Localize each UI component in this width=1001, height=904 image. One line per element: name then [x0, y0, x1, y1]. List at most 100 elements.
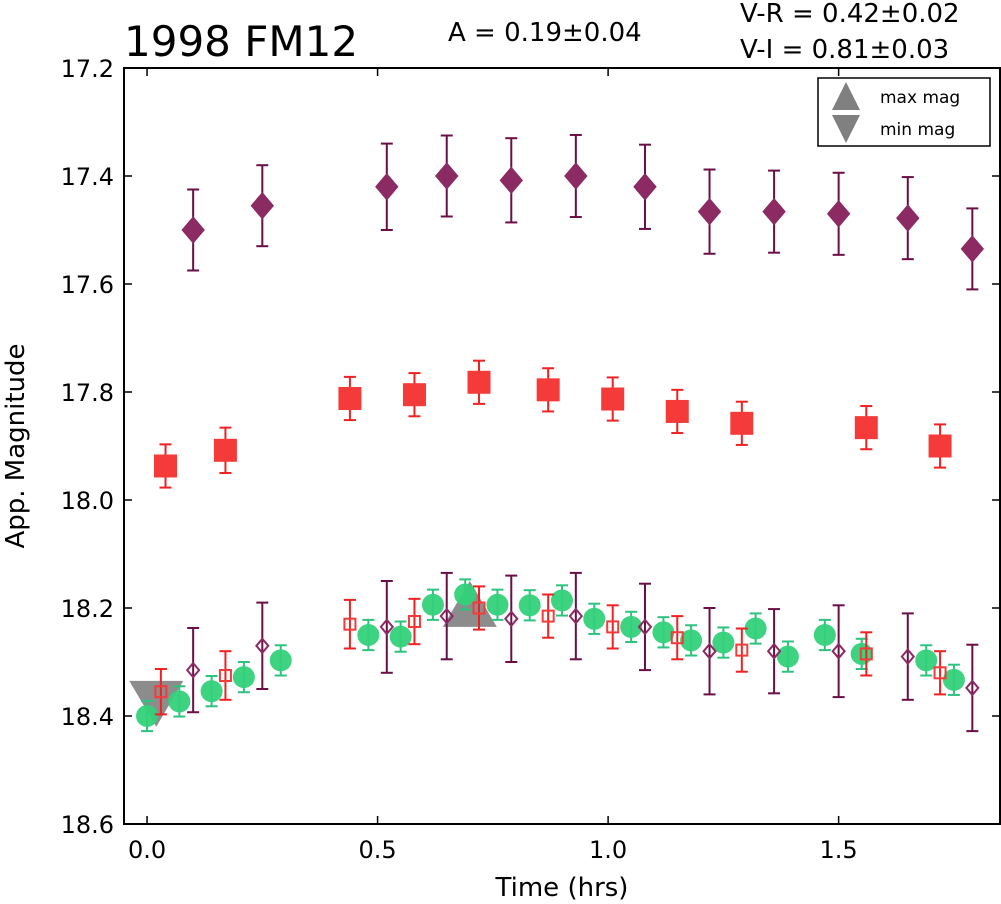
legend-max-mag-marker: [832, 82, 860, 110]
x-tick-label: 1.0: [589, 836, 627, 864]
y-tick-label: 17.4: [61, 163, 114, 191]
y-axis-label: App. Magnitude: [1, 343, 31, 548]
y-tick-label: 18.0: [61, 487, 114, 515]
filled-square-point: [213, 438, 237, 462]
open-diamond-point: [255, 637, 270, 655]
open-diamond-point: [702, 642, 717, 660]
series-0: [181, 133, 985, 291]
circle-point: [652, 621, 675, 644]
x-tick-label: 0.0: [128, 836, 166, 864]
y-tick-label: 17.6: [61, 271, 114, 299]
open-diamond-point: [831, 642, 846, 660]
filled-square-point: [601, 387, 625, 411]
open-diamond-point: [379, 618, 395, 636]
circle-point: [620, 615, 643, 638]
circle-point: [813, 624, 836, 646]
v-r-color-label: V-R = 0.42±0.02: [740, 0, 960, 29]
circle-point: [744, 617, 767, 640]
circle-point: [454, 583, 477, 606]
filled-square-point: [467, 370, 491, 394]
filled-square-point: [536, 378, 560, 402]
circle-point: [942, 668, 965, 691]
filled-diamond-point: [826, 200, 851, 228]
filled-diamond-point: [435, 162, 459, 190]
open-diamond-point: [439, 607, 454, 625]
circle-point: [269, 649, 292, 672]
legend: max mag min mag: [817, 77, 991, 147]
chart-title: 1998 FM12: [124, 17, 358, 66]
circle-point: [915, 649, 938, 672]
open-diamond-point: [766, 642, 782, 660]
series-3: [154, 585, 947, 716]
circle-point: [518, 594, 541, 617]
open-square-point: [670, 631, 684, 645]
filled-diamond-point: [697, 197, 722, 226]
open-diamond-point: [568, 607, 584, 625]
open-square-point: [606, 620, 620, 634]
circle-point: [776, 645, 799, 668]
series-4: [185, 571, 980, 733]
circle-point: [136, 705, 159, 727]
filled-square-point: [928, 434, 952, 458]
y-tick-label: 18.6: [61, 811, 114, 839]
open-square-point: [154, 685, 168, 699]
min-mag-marker: [129, 680, 184, 727]
circle-point: [168, 690, 191, 713]
filled-diamond-point: [375, 173, 399, 201]
x-axis-label: Time (hrs): [495, 873, 629, 903]
open-square-point: [541, 609, 555, 623]
circle-point: [486, 593, 509, 616]
filled-diamond-point: [181, 216, 205, 244]
open-square-point: [933, 666, 947, 680]
circle-point: [712, 631, 735, 654]
circle-point: [232, 666, 255, 689]
filled-square-point: [153, 454, 177, 478]
axis-ticks: 0.0 0.5 1.0 1.5 17.2 17.4 17.6 17.8 18.0 18.2 18.4…: [61, 55, 1000, 864]
series-1: [153, 359, 952, 489]
open-square-point: [735, 643, 749, 657]
circle-point: [551, 589, 573, 612]
open-diamond-point: [185, 661, 201, 679]
legend-min-mag-marker: [832, 115, 860, 143]
filled-diamond-point: [762, 197, 786, 226]
open-diamond-point: [504, 610, 519, 628]
circle-point: [583, 607, 606, 630]
y-tick-label: 18.4: [61, 703, 114, 731]
x-tick-label: 1.5: [820, 836, 858, 864]
y-tick-label: 17.8: [61, 379, 114, 407]
filled-square-point: [402, 383, 426, 407]
open-square-point: [343, 617, 357, 631]
filled-square-point: [338, 386, 362, 410]
circle-point: [680, 629, 703, 652]
y-tick-label: 18.2: [61, 595, 114, 623]
circle-point: [357, 624, 380, 646]
plot-frame: [123, 67, 1001, 825]
open-diamond-point: [637, 618, 653, 636]
filled-diamond-point: [250, 191, 275, 220]
circle-point: [421, 593, 444, 616]
open-square-point: [218, 669, 232, 682]
filled-diamond-point: [896, 204, 920, 232]
amplitude-label: A = 0.19±0.04: [448, 18, 642, 48]
open-square-point: [859, 647, 873, 661]
v-i-color-label: V-I = 0.81±0.03: [740, 35, 949, 65]
filled-diamond-point: [564, 162, 588, 190]
filled-diamond-point: [960, 235, 985, 263]
x-tick-label: 0.5: [358, 836, 396, 864]
filled-diamond-point: [633, 173, 657, 201]
filled-square-point: [730, 411, 754, 435]
filled-diamond-point: [499, 166, 523, 195]
open-diamond-point: [900, 648, 916, 666]
series-2: [136, 578, 965, 733]
open-diamond-point: [965, 679, 980, 697]
open-square-point: [472, 601, 486, 615]
circle-point: [200, 680, 223, 703]
filled-square-point: [665, 399, 689, 423]
filled-square-point: [854, 416, 878, 440]
legend-min-mag-label: min mag: [880, 120, 955, 140]
circle-point: [389, 625, 412, 648]
plot-area: [129, 133, 985, 733]
legend-max-mag-label: max mag: [880, 88, 960, 108]
open-square-point: [407, 615, 421, 628]
